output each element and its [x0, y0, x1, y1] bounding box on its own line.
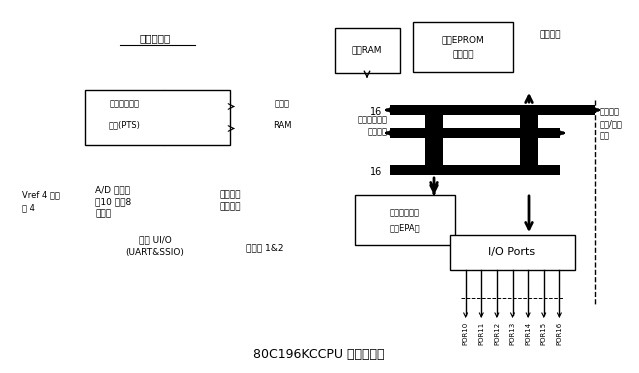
Text: A/D 变换器: A/D 变换器: [95, 185, 130, 194]
Text: 断控制器: 断控制器: [220, 203, 242, 211]
Text: 定时器 1&2: 定时器 1&2: [246, 244, 284, 253]
Text: POR15: POR15: [541, 322, 547, 345]
Text: 电源接地: 电源接地: [540, 31, 562, 40]
Text: 地址/数据: 地址/数据: [600, 119, 623, 129]
Bar: [520, 105, 538, 128]
Text: 事件处理器队: 事件处理器队: [390, 209, 420, 217]
Text: (UART&SSIO): (UART&SSIO): [125, 248, 185, 257]
Bar: [390, 165, 560, 175]
Text: I/O Ports: I/O Ports: [488, 247, 535, 257]
Bar: [335, 28, 400, 73]
Text: 16: 16: [370, 107, 382, 117]
Bar: [390, 105, 595, 115]
Bar: [450, 235, 575, 270]
Text: 务器(PTS): 务器(PTS): [109, 120, 141, 129]
Text: POR10: POR10: [463, 322, 468, 345]
Text: 寄存RAM: 寄存RAM: [351, 46, 382, 54]
Text: 串行 UI/O: 串行 UI/O: [139, 235, 171, 244]
Text: 80C196KCCPU 单片机框图: 80C196KCCPU 单片机框图: [253, 348, 385, 361]
Text: 片外EPROM: 片外EPROM: [442, 35, 484, 44]
Text: （10 位、8: （10 位、8: [95, 197, 131, 207]
Text: POR11: POR11: [478, 322, 484, 345]
Bar: [85, 90, 230, 145]
Text: POR12: POR12: [494, 322, 500, 345]
Bar: [425, 138, 443, 165]
Bar: [355, 195, 455, 245]
Text: （可选）: （可选）: [452, 50, 473, 60]
Bar: [520, 138, 538, 165]
Text: 控制信号: 控制信号: [600, 107, 620, 116]
Text: 时钟发生器: 时钟发生器: [139, 33, 171, 43]
Text: POR16: POR16: [557, 322, 562, 345]
Bar: [425, 105, 443, 128]
Text: 通道）: 通道）: [95, 210, 111, 219]
Bar: [413, 22, 513, 72]
Text: POR14: POR14: [525, 322, 531, 345]
Bar: [390, 128, 560, 138]
Text: Vref 4 模拟: Vref 4 模拟: [22, 191, 60, 200]
Text: 带预排队的内: 带预排队的内: [358, 116, 388, 125]
Text: POR13: POR13: [509, 322, 516, 345]
Text: 16: 16: [370, 167, 382, 177]
Text: 寄存器: 寄存器: [275, 100, 289, 109]
Text: 存控制器: 存控制器: [368, 128, 388, 137]
Text: RAM: RAM: [273, 120, 291, 129]
Text: 外设事物服务: 外设事物服务: [110, 100, 140, 109]
Text: 可编程中: 可编程中: [220, 191, 242, 200]
Text: 总线: 总线: [600, 132, 610, 141]
Text: 地 4: 地 4: [22, 204, 35, 213]
Text: 列（EPA）: 列（EPA）: [390, 223, 420, 232]
